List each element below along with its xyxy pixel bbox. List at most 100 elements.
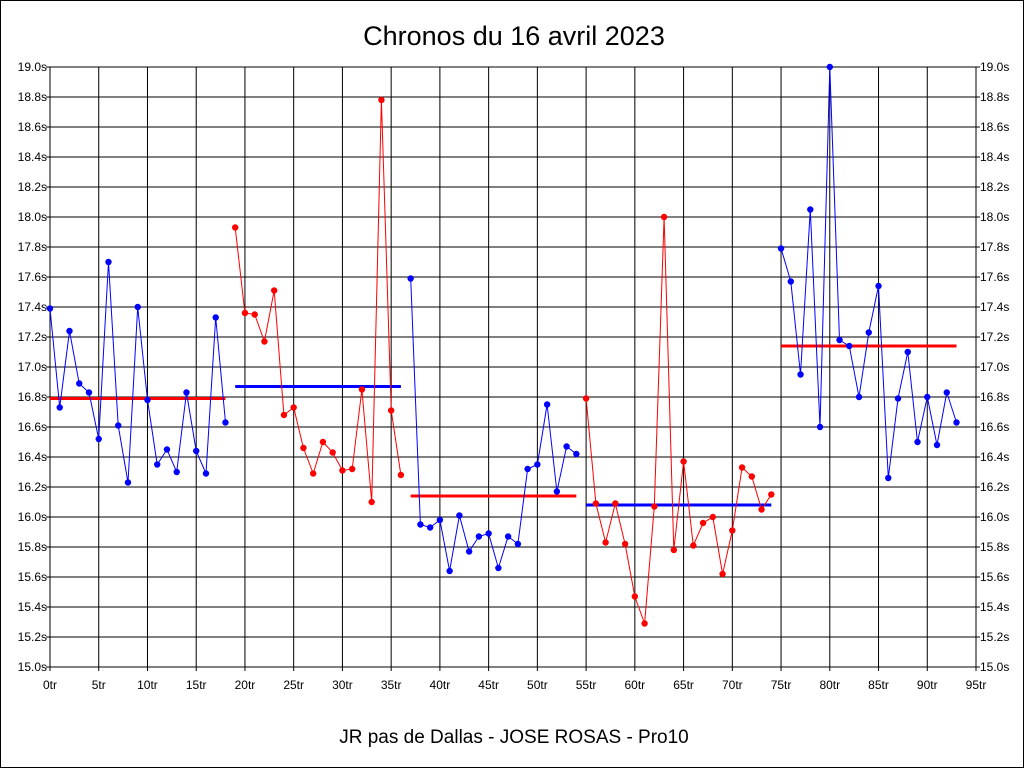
data-point xyxy=(319,438,327,446)
y-tick-label-left: 17.6s xyxy=(18,270,47,284)
data-point xyxy=(202,470,210,477)
y-tick-label-right: 17.0s xyxy=(980,360,1009,374)
data-point xyxy=(651,503,658,510)
y-tick-label-right: 19.0s xyxy=(980,60,1009,74)
data-point xyxy=(573,450,580,458)
data-point xyxy=(76,380,83,387)
data-point xyxy=(612,500,619,507)
data-point xyxy=(846,342,853,350)
y-tick-label-right: 18.0s xyxy=(980,210,1009,224)
y-tick-label-right: 18.4s xyxy=(980,150,1009,164)
y-tick-label-right: 16.2s xyxy=(980,480,1009,494)
y-tick-label-right: 16.4s xyxy=(980,450,1009,464)
data-point xyxy=(339,467,346,474)
data-point xyxy=(85,389,93,396)
series-line xyxy=(234,99,402,503)
y-tick-label-right: 15.2s xyxy=(980,630,1009,644)
y-tick-label-left: 16.8s xyxy=(18,390,47,404)
data-point xyxy=(748,473,756,480)
data-point xyxy=(933,441,941,449)
data-point xyxy=(183,389,190,396)
data-point xyxy=(885,474,892,482)
x-tick-label: 40tr xyxy=(430,678,451,692)
data-point xyxy=(241,309,249,317)
y-tick-label-left: 18.6s xyxy=(18,120,47,134)
data-point xyxy=(475,533,483,540)
data-point xyxy=(836,336,843,344)
data-point xyxy=(222,419,229,426)
data-point xyxy=(719,570,726,578)
data-point xyxy=(485,530,492,537)
data-point xyxy=(368,498,375,506)
y-tick-label-left: 17.0s xyxy=(18,360,47,374)
data-point xyxy=(641,620,648,627)
data-point xyxy=(397,471,405,479)
x-axis-ticks: 0tr 5tr 10tr 15tr 20tr 25tr 30tr 35tr 40tr 45tr 50… xyxy=(43,667,986,692)
data-point xyxy=(465,548,473,555)
y-tick-label-left: 18.2s xyxy=(18,180,47,194)
data-point xyxy=(163,446,171,453)
data-point xyxy=(875,282,882,290)
data-point xyxy=(690,542,697,549)
data-point xyxy=(95,435,102,443)
y-tick-label-right: 15.4s xyxy=(980,600,1009,614)
data-point xyxy=(212,314,219,321)
y-tick-label-left: 17.2s xyxy=(18,330,47,344)
data-point xyxy=(426,524,434,531)
y-tick-label-right: 16.8s xyxy=(980,390,1009,404)
series-line xyxy=(49,261,226,483)
grid xyxy=(49,66,977,668)
data-point xyxy=(134,303,141,311)
data-point xyxy=(154,461,161,468)
x-tick-label: 5tr xyxy=(92,678,106,692)
x-tick-label: 20tr xyxy=(235,678,256,692)
data-point xyxy=(865,329,872,336)
x-tick-label: 65tr xyxy=(673,678,694,692)
y-tick-label-left: 18.0s xyxy=(18,210,47,224)
x-tick-label: 55tr xyxy=(576,678,597,692)
y-tick-label-right: 18.2s xyxy=(980,180,1009,194)
y-tick-label-right: 17.2s xyxy=(980,330,1009,344)
y-tick-label-left: 16.4s xyxy=(18,450,47,464)
data-point xyxy=(504,533,512,540)
data-point xyxy=(563,443,570,450)
data-point xyxy=(582,395,590,402)
data-point xyxy=(855,393,863,401)
data-point xyxy=(251,311,258,318)
y-tick-label-right: 15.0s xyxy=(980,660,1009,674)
data-point xyxy=(894,395,902,402)
data-point xyxy=(924,393,931,401)
x-tick-label: 45tr xyxy=(478,678,499,692)
data-point xyxy=(631,593,639,600)
data-point xyxy=(417,521,424,528)
data-point xyxy=(524,465,531,473)
data-point xyxy=(309,470,317,477)
data-point xyxy=(56,404,63,411)
data-point xyxy=(670,546,678,554)
x-tick-label: 75tr xyxy=(771,678,792,692)
data-point xyxy=(826,63,833,71)
data-point xyxy=(953,419,960,426)
y-tick-label-left: 18.4s xyxy=(18,150,47,164)
y-axis-right-ticks: 15.0s 15.2s 15.4s 15.6s 15.8s 16.0s 16.2s 16.4s… xyxy=(976,60,1009,674)
y-tick-label-left: 15.0s xyxy=(18,660,47,674)
data-point xyxy=(709,513,717,521)
series-line xyxy=(780,66,957,479)
x-tick-label: 80tr xyxy=(819,678,840,692)
data-point xyxy=(66,327,73,335)
y-tick-label-left: 17.8s xyxy=(18,240,47,254)
data-point xyxy=(173,468,180,476)
data-point xyxy=(602,539,609,546)
y-tick-label-left: 16.6s xyxy=(18,420,47,434)
data-point xyxy=(436,516,444,524)
data-point xyxy=(914,438,921,446)
data-point xyxy=(280,411,288,419)
data-point xyxy=(534,461,541,468)
y-tick-label-right: 17.4s xyxy=(980,300,1009,314)
y-tick-label-right: 17.8s xyxy=(980,240,1009,254)
y-tick-label-right: 15.8s xyxy=(980,540,1009,554)
data-point xyxy=(115,422,122,429)
x-tick-label: 25tr xyxy=(283,678,304,692)
